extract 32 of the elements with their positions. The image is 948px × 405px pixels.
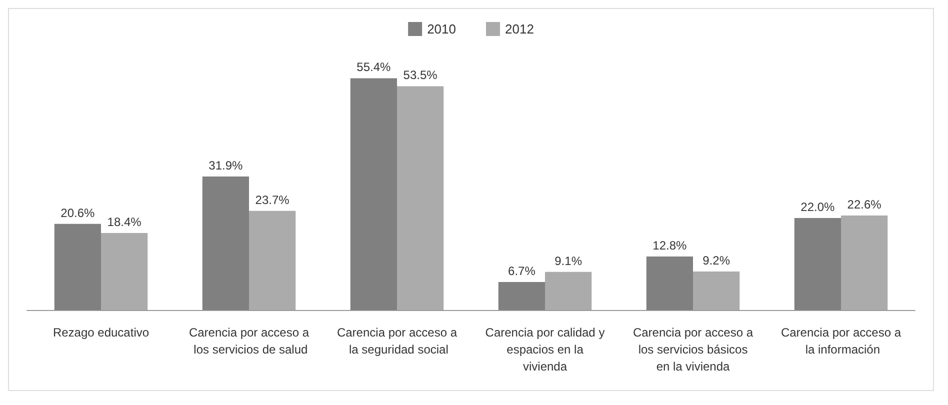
x-tick-label: Carencia por calidad y espacios en la vivienda bbox=[485, 326, 605, 374]
legend-label: 2012 bbox=[505, 22, 534, 36]
data-label: 22.6% bbox=[847, 197, 882, 212]
data-label: 9.2% bbox=[702, 254, 730, 268]
bar bbox=[646, 256, 693, 310]
bar bbox=[794, 218, 841, 310]
data-label: 23.7% bbox=[255, 192, 290, 207]
data-label: 6.7% bbox=[508, 264, 536, 278]
data-label: 22.0% bbox=[800, 200, 836, 214]
data-label: 31.9% bbox=[208, 158, 244, 173]
bar bbox=[249, 210, 296, 310]
bar bbox=[498, 282, 545, 310]
bar bbox=[693, 272, 740, 310]
bar bbox=[350, 78, 397, 310]
x-tick-label: Carencia por acceso a los servicios básicos en la vivienda bbox=[632, 326, 754, 374]
bar bbox=[841, 215, 888, 310]
bar bbox=[101, 233, 148, 310]
bar bbox=[397, 86, 444, 310]
data-label: 20.6% bbox=[60, 206, 96, 220]
x-tick-label: Carencia por acceso a los servicios de salud bbox=[188, 326, 310, 356]
data-label: 53.5% bbox=[403, 68, 438, 82]
x-tick-label: Rezago educativo bbox=[52, 326, 150, 340]
data-label: 55.4% bbox=[356, 60, 392, 74]
data-label: 12.8% bbox=[652, 238, 688, 252]
bar bbox=[202, 176, 249, 310]
bar bbox=[545, 272, 592, 310]
legend-label: 2010 bbox=[427, 22, 456, 36]
data-label: 9.1% bbox=[554, 254, 582, 268]
data-label: 18.4% bbox=[107, 215, 142, 230]
x-tick-label: Carencia por acceso a la seguridad social bbox=[336, 326, 458, 356]
bar bbox=[54, 224, 101, 310]
x-tick-label: Carencia por acceso a la información bbox=[780, 326, 902, 356]
